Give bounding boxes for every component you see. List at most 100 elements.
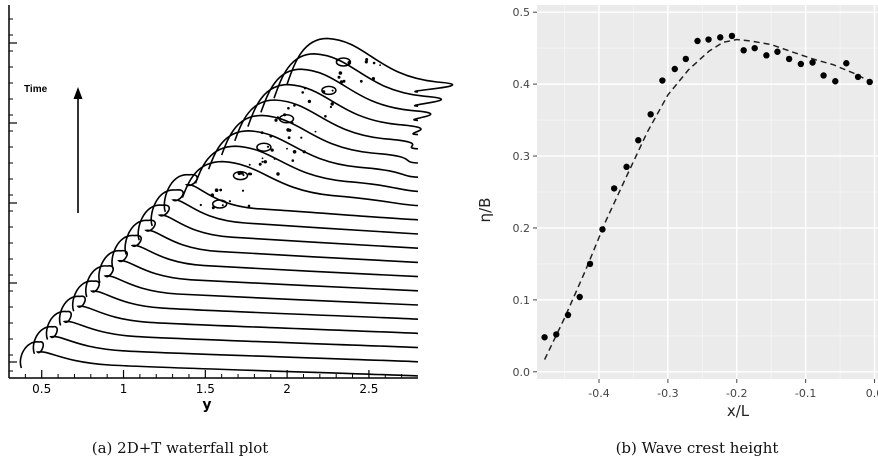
data-point (717, 34, 724, 41)
waterfall-curve (273, 52, 443, 107)
spray-droplet (249, 172, 253, 176)
spray-droplet (292, 150, 297, 154)
time-arrow-head (73, 87, 83, 99)
spray-droplet (293, 104, 296, 107)
waterfall-curve (85, 265, 419, 306)
data-point (623, 163, 630, 171)
data-point (785, 55, 793, 63)
spray-droplet (324, 115, 327, 118)
waterfall-curve (58, 295, 419, 335)
spray-droplet (330, 102, 334, 106)
data-point (659, 77, 666, 84)
waterfall-curve (98, 249, 419, 292)
spray-droplet (210, 193, 215, 197)
data-point (843, 60, 850, 67)
grid-lines (537, 5, 878, 379)
x-tick-label: -0.2 (726, 387, 747, 400)
spray-droplet (214, 188, 219, 192)
spray-droplet (287, 136, 291, 140)
data-point (553, 331, 560, 338)
spray-loop (211, 199, 228, 209)
data-points (541, 32, 873, 341)
time-label: Time (24, 84, 48, 95)
spray-droplet (276, 172, 280, 176)
spray-droplet (260, 131, 264, 135)
waterfall-curve (124, 219, 419, 264)
spray-droplet (342, 79, 346, 83)
y-tick-label: 0.1 (513, 294, 531, 307)
spray-droplet (261, 160, 264, 163)
spray-droplet (274, 118, 278, 122)
spray-loop (321, 85, 337, 96)
spray-droplet (263, 160, 267, 164)
spray-droplet (258, 162, 262, 166)
spray-loop (232, 170, 249, 181)
y-tick-label: 0.4 (513, 78, 531, 91)
spray-droplet (270, 148, 274, 152)
x-axis-label-b: x/L (727, 402, 750, 420)
spray-droplet (288, 128, 292, 132)
spray-droplet (266, 145, 270, 148)
spray-droplet (337, 75, 341, 79)
waterfall-curve (234, 99, 419, 150)
data-point (763, 52, 770, 59)
spray-droplet (301, 91, 305, 94)
spray-droplet (248, 163, 251, 166)
waterfall-curve (181, 160, 419, 207)
spray-droplet (269, 134, 273, 138)
spray-droplet (365, 58, 369, 61)
spray-droplet (359, 79, 363, 83)
y-tick-label: 0.3 (513, 150, 531, 163)
spray-droplet (291, 121, 294, 124)
spray-droplet (302, 150, 306, 154)
data-point (682, 55, 689, 63)
x-axis-label-a: y (202, 397, 211, 413)
waterfall-curve (207, 129, 419, 178)
spray-droplet (364, 60, 368, 64)
spray-droplet (241, 189, 245, 192)
crest-height-panel: 0.0 0.1 0.2 0.3 0.4 0.5 -0.4 -0.3 -0.2 -0.1 0.0 x… (476, 5, 878, 457)
data-point (647, 111, 654, 118)
data-point (740, 47, 747, 54)
waterfall-curve (71, 280, 419, 320)
left-axis-ticks (9, 18, 17, 372)
y-tick-label: 0.5 (513, 6, 531, 19)
spray-droplet (273, 157, 276, 160)
data-point (820, 72, 827, 79)
spray-droplets (199, 57, 381, 210)
data-point (599, 226, 606, 233)
data-point (576, 293, 583, 301)
x-tick-label-a: 2.5 (359, 382, 378, 396)
spray-droplet (286, 147, 288, 150)
spray-droplet (242, 174, 245, 177)
spray-droplet (199, 203, 202, 207)
x-tick-label-a: 1.5 (196, 382, 215, 396)
spray-droplet (247, 204, 251, 208)
waterfall-curve (163, 173, 419, 221)
spray-droplet (221, 204, 224, 207)
data-point (774, 48, 781, 55)
data-point (694, 37, 701, 45)
spray-droplet (219, 188, 223, 192)
waterfall-curve (194, 145, 419, 193)
spray-droplet (372, 61, 376, 65)
waterfall-curves (19, 37, 454, 377)
data-point (671, 65, 678, 73)
data-point (728, 32, 736, 40)
spray-droplet (331, 89, 334, 92)
x-tick-label-a: 2 (283, 382, 291, 396)
spray-droplet (379, 64, 381, 67)
spray-droplet (291, 159, 295, 162)
data-point (541, 334, 548, 341)
waterfall-curve (286, 37, 454, 93)
x-axis-ticks-b: -0.4 -0.3 -0.2 -0.1 0.0 (588, 379, 878, 400)
spray-droplet (287, 106, 290, 110)
spray-droplet (261, 157, 264, 160)
data-point (635, 137, 642, 144)
x-tick-label: -0.1 (795, 387, 816, 400)
data-point (854, 73, 862, 81)
spray-droplet (228, 200, 231, 203)
spray-droplet (314, 130, 317, 133)
spray-droplet (307, 99, 312, 104)
